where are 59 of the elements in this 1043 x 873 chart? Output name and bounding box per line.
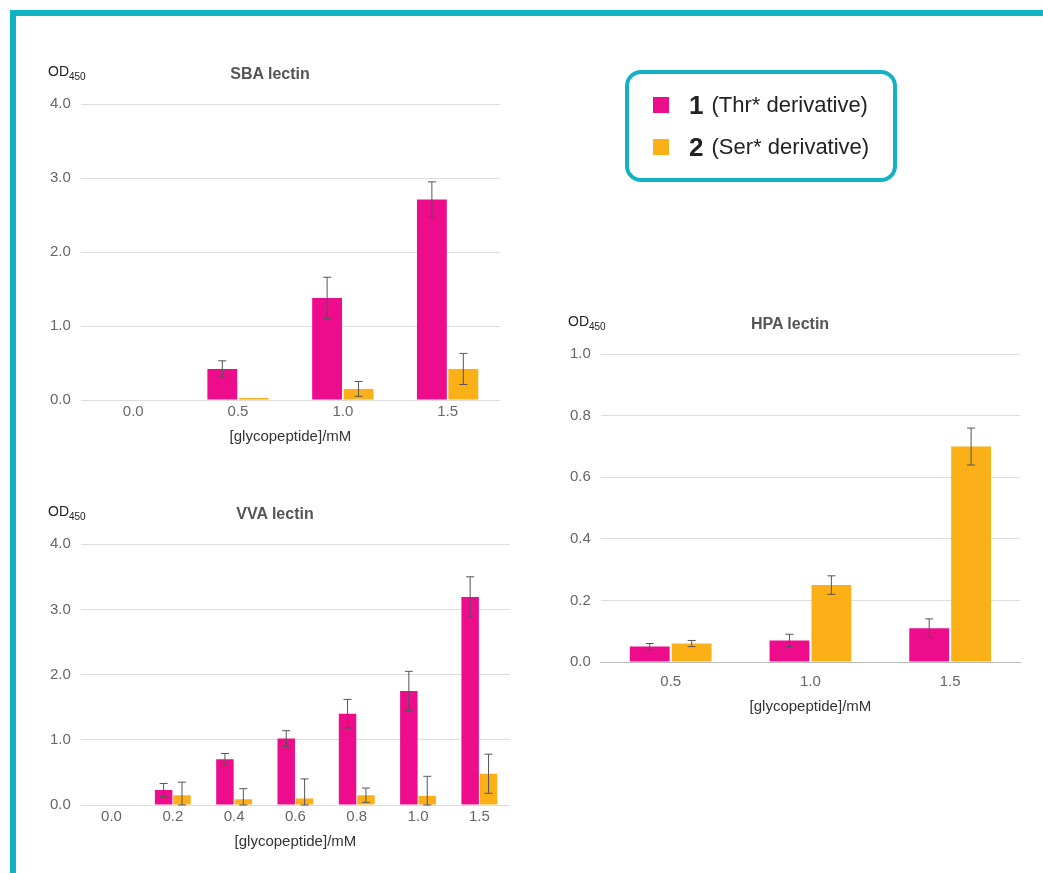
bar	[811, 585, 852, 662]
chart-title: HPA lectin	[750, 315, 830, 333]
y-tick-label: 1.0	[569, 344, 591, 362]
y-tick-label: 0.4	[569, 529, 591, 547]
chart-title: SBA lectin	[230, 65, 310, 83]
y-tick-label: 4.0	[49, 534, 71, 552]
x-tick-label: 0.5	[660, 672, 682, 690]
x-tick-label: 0.8	[346, 807, 368, 825]
y-axis-title: OD$_{450}$	[48, 503, 86, 522]
x-tick-label: 0.2	[162, 807, 184, 825]
y-tick-label: 0.0	[49, 795, 71, 813]
y-axis-title: OD$_{450}$	[568, 313, 606, 332]
y-tick-label: 3.0	[49, 599, 71, 617]
x-tick-label: 1.5	[939, 672, 961, 690]
bar	[418, 795, 436, 805]
bar	[769, 640, 810, 662]
bar	[312, 297, 343, 400]
bar	[154, 790, 173, 805]
bar	[416, 199, 447, 400]
bar	[629, 646, 670, 662]
bar	[909, 628, 950, 662]
bar	[216, 759, 234, 805]
x-tick-label: 1.0	[407, 807, 429, 825]
x-tick-label: 0.6	[285, 807, 306, 825]
y-tick-label: 0.0	[569, 652, 591, 670]
legend-label: 1 (Thr* derivative)	[689, 89, 868, 121]
x-tick-label: 1.5	[437, 402, 459, 420]
y-tick-label: 2.0	[49, 664, 71, 682]
chart-title: VVA lectin	[236, 505, 314, 523]
y-tick-label: 0.2	[569, 590, 591, 608]
bar	[461, 597, 479, 805]
bar	[207, 368, 238, 400]
x-tick-label: 0.0	[122, 402, 144, 420]
x-tick-label: 1.0	[800, 672, 821, 690]
y-tick-label: 3.0	[49, 168, 71, 186]
x-tick-label: 0.4	[223, 807, 245, 825]
y-tick-label: 2.0	[49, 242, 71, 260]
bar	[400, 690, 418, 805]
y-tick-label: 0.0	[49, 390, 71, 408]
x-axis-title: [glycopeptide]/mM	[234, 832, 357, 850]
y-tick-label: 1.0	[49, 316, 71, 334]
y-axis-title: OD$_{450}$	[48, 63, 86, 82]
bar	[277, 738, 295, 805]
bar	[479, 773, 498, 805]
x-tick-label: 0.0	[101, 807, 122, 825]
bar	[343, 388, 374, 400]
bar	[951, 446, 992, 662]
legend-label: 2 (Ser* derivative)	[689, 131, 870, 163]
x-tick-label: 0.5	[227, 402, 249, 420]
y-tick-label: 0.6	[569, 467, 591, 485]
x-axis-title: [glycopeptide]/mM	[749, 697, 872, 715]
bar	[671, 643, 712, 662]
bar	[448, 368, 479, 400]
y-tick-label: 4.0	[49, 94, 71, 112]
x-tick-label: 1.0	[332, 402, 354, 420]
bar	[338, 713, 357, 805]
x-axis-title: [glycopeptide]/mM	[229, 427, 352, 445]
y-tick-label: 1.0	[49, 729, 71, 747]
x-tick-label: 1.5	[468, 807, 490, 825]
